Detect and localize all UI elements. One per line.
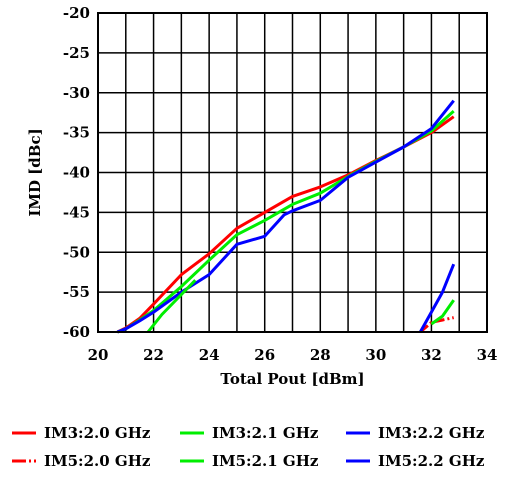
x-tick-label: 28 [310,346,331,364]
series-line-im3-2-2-ghz [116,99,455,334]
legend-label: IM5:2.1 GHz [212,452,319,470]
y-tick-label: -45 [63,203,90,221]
x-tick-label: 34 [477,346,498,364]
x-tick-label: 30 [365,346,386,364]
legend-label: IM3:2.2 GHz [378,424,485,442]
x-tick-label: 26 [254,346,275,364]
x-tick-label: 32 [421,346,442,364]
grid [98,13,487,332]
x-axis-label: Total Pout [dBm] [220,370,364,388]
y-tick-labels: -20 -25 -30 -35 -40 -45 -50 -55 -60 [63,4,90,341]
y-tick-label: -30 [63,84,90,102]
x-tick-label: 22 [143,346,164,364]
x-tick-label: 24 [199,346,220,364]
x-tick-label: 20 [88,346,109,364]
y-tick-label: -60 [63,323,90,341]
y-tick-label: -40 [63,164,90,182]
legend-label: IM5:2.0 GHz [44,452,151,470]
plot-frame [97,12,488,333]
y-axis-label: IMD [dBc] [26,128,44,216]
x-tick-labels: 20 22 24 26 28 30 32 34 [88,346,498,364]
series-line-im5-2-1-ghz [146,279,197,333]
legend-label: IM3:2.1 GHz [212,424,319,442]
y-tick-label: -20 [63,4,90,22]
legend-label: IM5:2.2 GHz [378,452,485,470]
series-lines [116,99,456,334]
series-line-im5-2-1-ghz [430,299,455,326]
legend: IM3:2.0 GHz IM3:2.1 GHz IM3:2.2 GHz IM5:2.0… [12,424,485,470]
y-tick-label: -55 [63,283,90,301]
y-tick-label: -25 [63,44,90,62]
y-tick-label: -50 [63,243,90,261]
series-line-im5-2-2-ghz [418,263,456,333]
legend-label: IM3:2.0 GHz [44,424,151,442]
y-tick-label: -35 [63,124,90,142]
